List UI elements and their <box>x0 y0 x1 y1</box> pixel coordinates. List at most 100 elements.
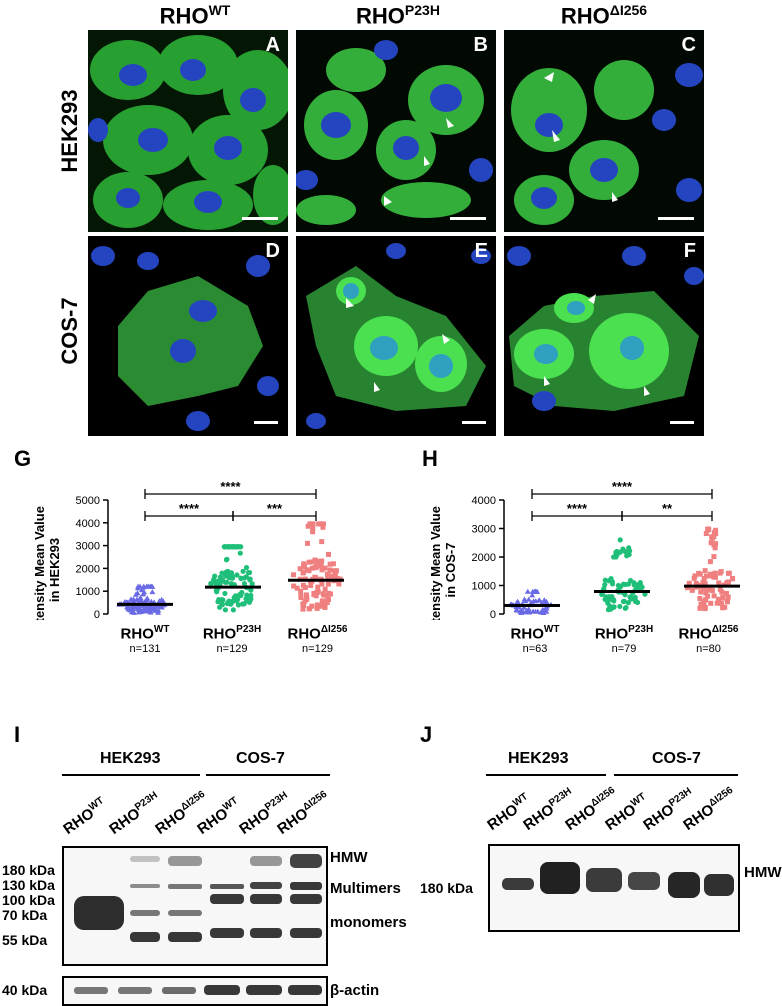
significance-right-label: *** <box>267 501 283 516</box>
data-point <box>637 580 643 586</box>
column-header-wt: RHOWT <box>159 2 231 29</box>
data-point <box>718 569 724 575</box>
data-point <box>620 598 627 605</box>
data-point <box>156 598 163 604</box>
data-point <box>148 583 155 589</box>
data-point <box>689 587 695 593</box>
marker-180: 180 kDa <box>2 862 55 878</box>
group-line <box>614 774 738 776</box>
data-point <box>321 592 327 598</box>
panel-letter-c: C <box>681 34 696 56</box>
micrograph-c-image <box>504 30 704 232</box>
y-tick-label: 0 <box>490 609 496 620</box>
data-point <box>525 596 532 602</box>
data-point <box>128 596 135 602</box>
data-point <box>628 596 634 602</box>
data-point <box>720 595 726 601</box>
panel-letter-f: F <box>683 240 696 262</box>
data-point <box>249 581 255 587</box>
panel-letter-a: A <box>265 34 280 56</box>
data-point <box>226 544 232 550</box>
data-point <box>529 592 536 598</box>
western-blot-i <box>62 846 328 966</box>
data-point <box>305 540 311 546</box>
data-point <box>306 559 312 565</box>
significance-left-label: **** <box>567 501 588 516</box>
data-point <box>333 568 339 574</box>
data-point <box>300 601 306 607</box>
data-point <box>141 608 148 614</box>
data-point <box>155 607 162 613</box>
data-point <box>315 558 321 564</box>
data-point <box>135 607 142 613</box>
micrograph-d-image <box>88 236 288 436</box>
micrograph-e-image <box>296 236 496 436</box>
data-point <box>322 565 328 571</box>
y-tick-label: 2000 <box>472 552 496 564</box>
data-point <box>724 599 730 605</box>
data-point <box>532 608 539 614</box>
data-point <box>713 531 719 537</box>
data-point <box>608 575 614 582</box>
data-point <box>137 595 144 601</box>
data-point <box>713 541 719 547</box>
data-point <box>241 580 248 587</box>
data-point <box>226 599 232 605</box>
data-point <box>237 592 243 598</box>
data-point <box>330 561 336 567</box>
blot-bands <box>502 862 734 898</box>
y-tick-label: 4000 <box>76 518 100 530</box>
data-point <box>686 580 692 586</box>
micrograph-c: C <box>504 30 704 232</box>
data-point <box>234 544 241 550</box>
data-point <box>714 600 720 606</box>
data-point <box>134 590 141 596</box>
data-point <box>297 566 303 572</box>
data-point <box>137 583 144 589</box>
data-point <box>709 587 715 593</box>
data-point <box>229 575 236 581</box>
data-point <box>605 607 612 613</box>
data-point <box>149 589 156 595</box>
significance-outer-label: **** <box>220 479 241 494</box>
data-point <box>701 602 707 608</box>
panel-letter-b: B <box>473 34 488 56</box>
figure-letter-g: G <box>14 446 32 471</box>
data-point <box>723 590 729 596</box>
data-point <box>298 595 304 601</box>
data-point <box>291 583 297 589</box>
data-point <box>613 550 619 556</box>
data-point <box>617 603 623 610</box>
lane-label-wt: RHOWT <box>60 795 107 838</box>
micrograph-a: A <box>88 30 288 232</box>
data-point <box>703 531 709 537</box>
data-point <box>314 602 320 608</box>
y-tick-label: 1000 <box>76 586 100 598</box>
label-hmw: HMW <box>744 864 782 881</box>
data-point <box>697 595 703 601</box>
micrograph-f-image <box>504 236 704 436</box>
data-point <box>300 606 306 612</box>
row-header-cos7: COS-7 <box>57 297 82 365</box>
data-point <box>543 608 550 614</box>
data-point <box>326 590 332 596</box>
data-point <box>302 564 308 570</box>
data-point <box>211 576 217 583</box>
data-point <box>310 559 316 565</box>
data-point <box>291 572 297 578</box>
data-point <box>624 553 630 559</box>
data-point <box>632 594 638 600</box>
scale-bar <box>254 421 278 424</box>
data-point <box>617 549 623 555</box>
data-point <box>237 550 243 556</box>
marker-55: 55 kDa <box>2 932 48 948</box>
data-point <box>319 581 325 587</box>
data-point <box>318 563 324 569</box>
data-point <box>627 577 634 584</box>
data-point <box>309 565 315 571</box>
micrograph-f: F <box>504 236 704 436</box>
scale-bar <box>242 217 278 220</box>
data-point <box>239 601 246 607</box>
data-point <box>234 598 240 604</box>
significance-right-label: ** <box>662 501 673 516</box>
